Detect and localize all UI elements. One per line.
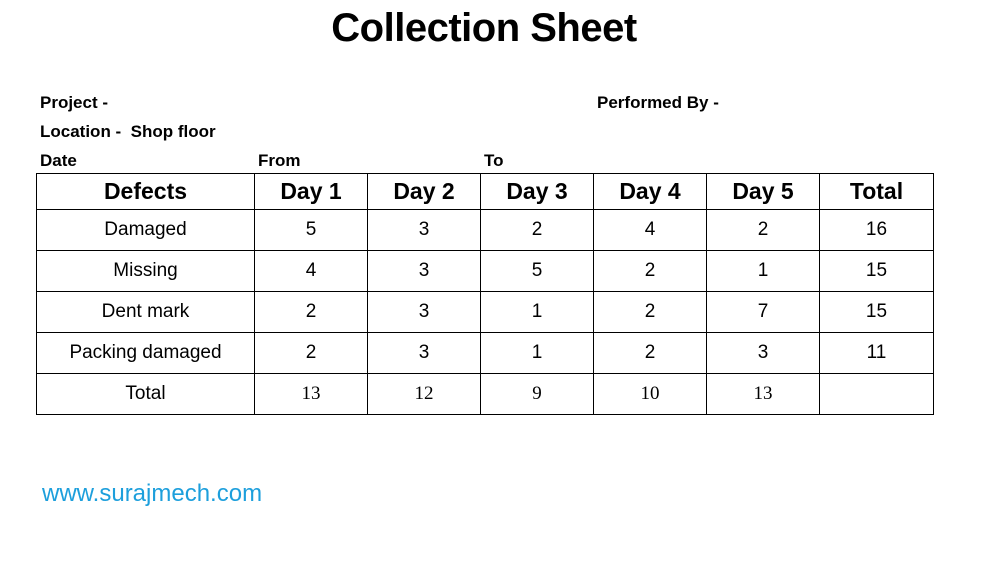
table-row: Missing 4 3 5 2 1 15 <box>36 250 934 292</box>
table-cell: 3 <box>367 209 481 251</box>
table-cell: 1 <box>480 332 594 374</box>
row-total-cell: 16 <box>819 209 934 251</box>
to-label: To <box>484 151 504 170</box>
column-header-total: Total <box>819 173 934 210</box>
row-label-missing: Missing <box>36 250 255 292</box>
table-cell: 3 <box>367 332 481 374</box>
table-row: Dent mark 2 3 1 2 7 15 <box>36 291 934 333</box>
table-cell: 3 <box>367 250 481 292</box>
from-label: From <box>258 151 301 170</box>
table-cell: 4 <box>593 209 707 251</box>
table-cell: 4 <box>254 250 368 292</box>
table-cell: 2 <box>593 332 707 374</box>
row-total-cell: 11 <box>819 332 934 374</box>
table-cell: 3 <box>367 291 481 333</box>
table-cell: 5 <box>254 209 368 251</box>
table-cell: 1 <box>706 250 820 292</box>
column-total-cell: 10 <box>593 373 707 415</box>
column-header-defects: Defects <box>36 173 255 210</box>
page-title: Collection Sheet <box>331 6 637 50</box>
column-total-cell: 12 <box>367 373 481 415</box>
column-total-cell: 9 <box>480 373 594 415</box>
column-total-cell: 13 <box>254 373 368 415</box>
table-cell: 2 <box>706 209 820 251</box>
website-link[interactable]: www.surajmech.com <box>42 480 263 507</box>
table-row: Damaged 5 3 2 4 2 16 <box>36 209 934 251</box>
row-total-cell: 15 <box>819 250 934 292</box>
column-header-day-5: Day 5 <box>706 173 820 210</box>
column-header-day-3: Day 3 <box>480 173 594 210</box>
column-header-day-4: Day 4 <box>593 173 707 210</box>
table-cell: 5 <box>480 250 594 292</box>
grand-total-cell <box>819 373 934 415</box>
project-label: Project - <box>40 93 109 112</box>
table-cell: 2 <box>254 332 368 374</box>
table-header-row: Defects Day 1 Day 2 Day 3 Day 4 Day 5 To… <box>36 173 934 210</box>
column-total-cell: 13 <box>706 373 820 415</box>
table-cell: 2 <box>254 291 368 333</box>
total-row: Total 13 12 9 10 13 <box>36 373 934 415</box>
performed-by-label: Performed By - <box>597 93 719 112</box>
table-cell: 7 <box>706 291 820 333</box>
row-label-damaged: Damaged <box>36 209 255 251</box>
row-label-packing-damaged: Packing damaged <box>36 332 255 374</box>
table-cell: 2 <box>593 291 707 333</box>
defects-table: Defects Day 1 Day 2 Day 3 Day 4 Day 5 To… <box>36 173 934 415</box>
table-row: Packing damaged 2 3 1 2 3 11 <box>36 332 934 374</box>
row-total-cell: 15 <box>819 291 934 333</box>
row-label-dent-mark: Dent mark <box>36 291 255 333</box>
date-label: Date <box>40 151 77 170</box>
total-row-label: Total <box>36 373 255 415</box>
table-cell: 2 <box>593 250 707 292</box>
column-header-day-2: Day 2 <box>367 173 481 210</box>
table-cell: 2 <box>480 209 594 251</box>
table-cell: 3 <box>706 332 820 374</box>
column-header-day-1: Day 1 <box>254 173 368 210</box>
location-label: Location - Shop floor <box>40 122 216 141</box>
table-cell: 1 <box>480 291 594 333</box>
